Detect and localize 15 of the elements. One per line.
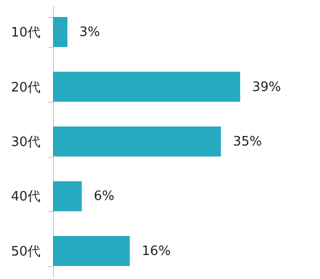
y-tick-label: 30代 [10,135,40,150]
bar [53,126,221,157]
y-tick-label: 20代 [10,80,40,96]
data-label: 39% [252,80,282,95]
bar [53,16,68,48]
data-label: 6% [94,189,114,204]
y-tick-label: 10代 [10,26,40,41]
bar [53,72,240,102]
bar [53,181,82,212]
bar [53,236,130,266]
y-tick-label: 50代 [10,244,40,260]
data-label: 3% [79,25,100,40]
data-label: 16% [142,244,171,259]
y-tick-label: 40代 [10,190,40,205]
data-label: 35% [232,134,262,150]
